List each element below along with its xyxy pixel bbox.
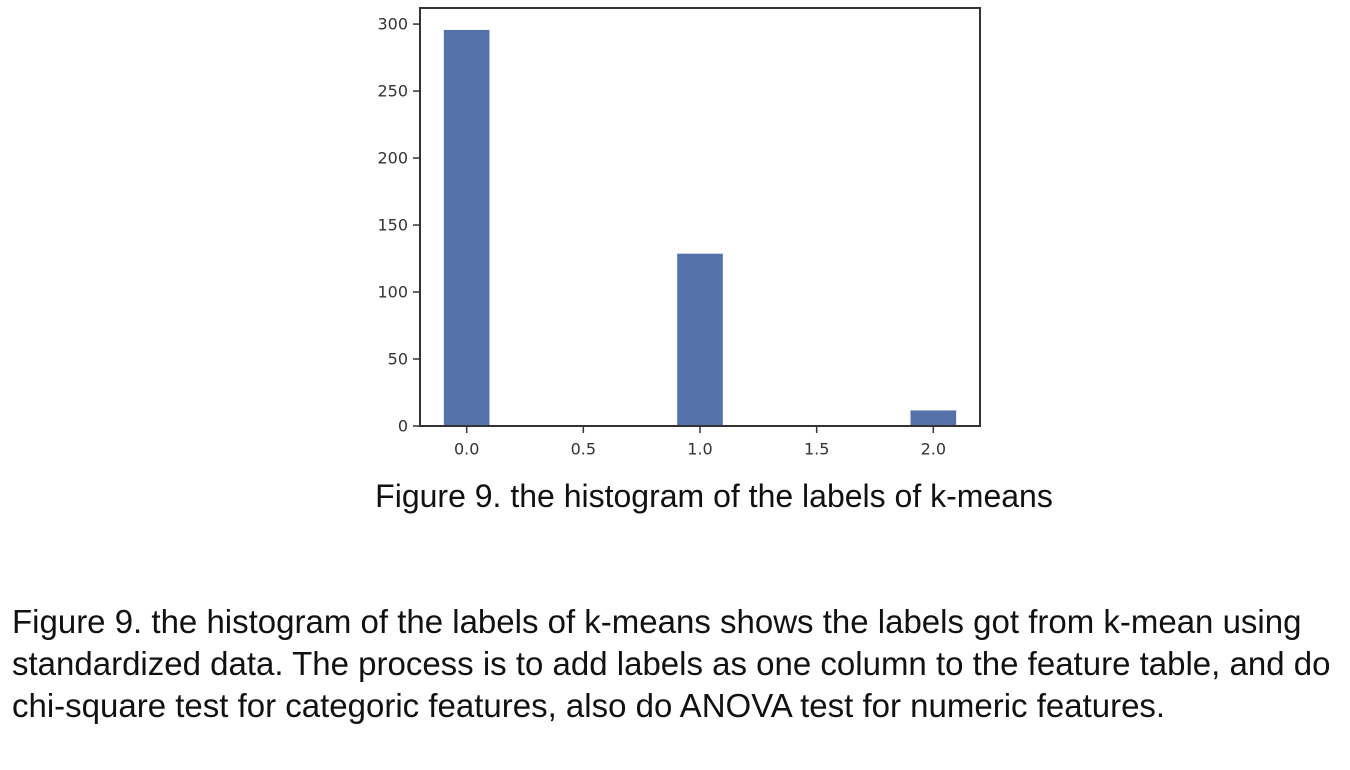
y-tick-label: 250 <box>377 82 408 101</box>
x-tick-label: 1.5 <box>804 440 829 459</box>
y-tick-label: 0 <box>398 417 408 436</box>
y-tick-label: 300 <box>377 15 408 34</box>
histogram-svg: 0 50 100 150 200 250 300 0.0 0.5 1.0 1.5 2.0 <box>377 7 981 459</box>
x-tick-label: 0.0 <box>454 440 479 459</box>
x-tick-label: 0.5 <box>571 440 596 459</box>
bar-1 <box>676 252 724 427</box>
y-tick-label: 200 <box>377 149 408 168</box>
x-tick-label: 1.0 <box>687 440 712 459</box>
body-paragraph: Figure 9. the histogram of the labels of… <box>12 603 1331 724</box>
y-tick-label: 150 <box>377 216 408 235</box>
figure-caption: Figure 9. the histogram of the labels of… <box>375 478 1053 514</box>
y-tick-label: 100 <box>377 283 408 302</box>
bar-2 <box>909 409 958 427</box>
y-tick-label: 50 <box>388 350 408 369</box>
histogram-chart: 0 50 100 150 200 250 300 0.0 0.5 1.0 1.5 2.0 <box>377 7 981 459</box>
bar-0 <box>442 28 491 427</box>
x-tick-label: 2.0 <box>921 440 946 459</box>
